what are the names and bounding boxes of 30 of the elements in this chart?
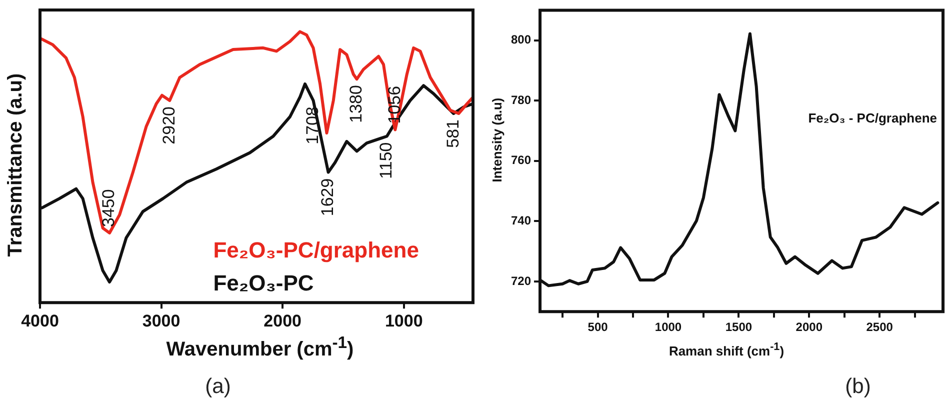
- text: (b): [845, 375, 871, 399]
- y-tick-label: 760: [510, 153, 532, 168]
- x-tick-label: 2000: [264, 311, 302, 330]
- annotation: 1380: [346, 85, 366, 123]
- annotation: 3450: [99, 189, 118, 227]
- x-tick-label: 3000: [142, 311, 180, 330]
- text: Fe₂O₃-PC/graphene: [213, 238, 419, 263]
- y-axis-title: Transmittance (a.u): [4, 73, 28, 257]
- y-tick-label: 740: [510, 213, 532, 228]
- x-tick-label: 4000: [21, 311, 59, 330]
- annotation: 2920: [159, 106, 178, 144]
- x-axis-title: Raman shift (cm$^{-1}$): [668, 341, 786, 358]
- text: Fe₂O₃ - PC/graphene: [808, 110, 937, 126]
- y-axis-title: Intensity (a.u): [490, 98, 504, 182]
- annotation: 1150: [376, 142, 396, 179]
- x-tick-label: 500: [588, 320, 608, 334]
- x-tick-label: 1500: [725, 320, 752, 334]
- y-tick-label: 720: [510, 274, 532, 288]
- text: (a): [205, 375, 231, 399]
- annotation: 581: [443, 119, 462, 148]
- x-tick-label: 1000: [384, 311, 423, 330]
- y-tick-label: 780: [510, 92, 532, 107]
- x-tick-label: 2000: [796, 320, 823, 334]
- annotation: 1056: [384, 86, 404, 124]
- x-tick-label: 1000: [654, 320, 682, 334]
- x-tick-label: 2500: [866, 320, 894, 334]
- annotation: 1629: [318, 178, 337, 216]
- y-tick-label: 800: [510, 32, 532, 47]
- text: Fe₂O₃-PC: [213, 270, 314, 296]
- x-axis-title: Wavenumber (cm$^{-1}$): [165, 333, 355, 362]
